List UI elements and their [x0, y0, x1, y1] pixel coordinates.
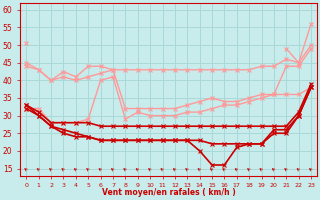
X-axis label: Vent moyen/en rafales ( km/h ): Vent moyen/en rafales ( km/h )	[102, 188, 236, 197]
